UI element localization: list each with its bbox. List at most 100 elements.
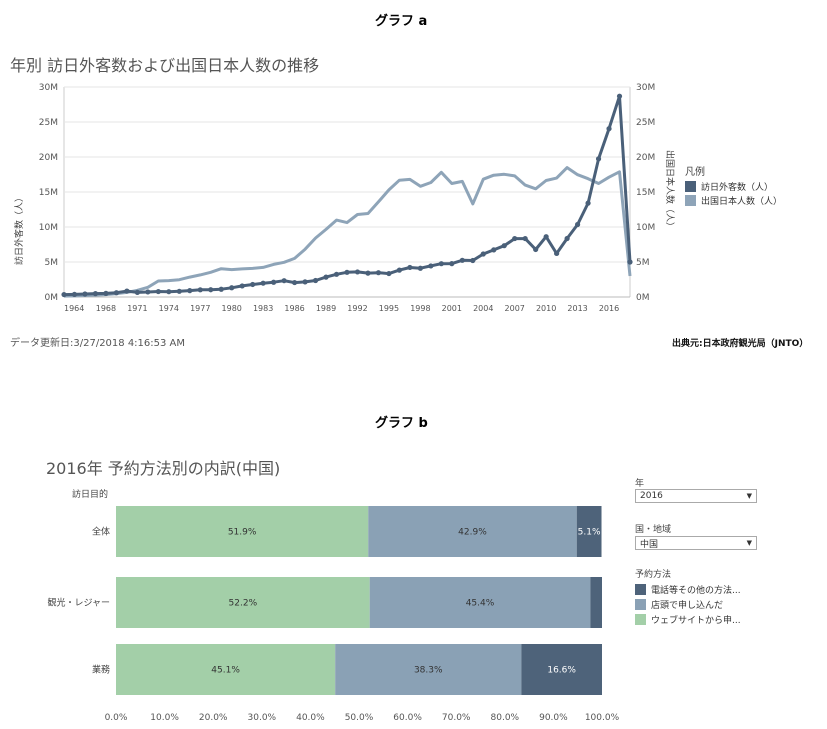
x-tick-label: 50.0% [345, 713, 374, 723]
data-point [155, 288, 161, 295]
bar-value-label: 42.9% [458, 528, 487, 538]
data-point [103, 290, 109, 296]
y-tick-label-left: 25M [39, 118, 58, 128]
bar-segment [116, 506, 369, 557]
x-tick-label: 100.0% [585, 713, 620, 723]
data-point [92, 291, 99, 297]
legend-label: 店頭で申し込んだ [651, 601, 724, 611]
y-tick-label-left: 10M [39, 223, 58, 233]
x-tick-label: 1983 [253, 304, 273, 313]
bar-value-label: 16.6% [547, 666, 576, 676]
y-tick-label-right: 30M [636, 83, 655, 93]
x-tick-label: 1989 [316, 304, 336, 313]
bar-segment [590, 577, 602, 628]
y-tick-label-right: 10M [636, 223, 655, 233]
category-label: 全体 [92, 526, 110, 538]
year-filter-label: 年 [635, 479, 645, 489]
series-line-visitors [63, 94, 632, 297]
data-point [176, 288, 182, 294]
x-tick-label: 1974 [159, 304, 179, 313]
data-point [407, 264, 413, 271]
method-legend-title: 予約方法 [635, 570, 672, 580]
chart-b: 51.9% 42.9% 5.1%52.2% 45.4%45.1% 38.3% 16.6% … [47, 506, 620, 723]
legend-label: 電話等その他の方法... [651, 586, 741, 596]
data-point [291, 279, 298, 286]
x-tick-label: 2001 [442, 304, 462, 313]
legend-item[interactable]: ウェブサイトから申... [635, 612, 741, 627]
x-tick-label: 1980 [222, 304, 242, 313]
data-point [417, 265, 423, 271]
data-point [386, 270, 392, 277]
x-tick-label: 2004 [473, 304, 493, 313]
legend-swatch [685, 180, 696, 192]
data-point [302, 279, 308, 285]
x-tick-label: 1986 [284, 304, 304, 313]
data-point [187, 288, 193, 294]
y-tick-label-right: 0M [636, 293, 650, 303]
x-tick-label: 80.0% [491, 713, 520, 723]
data-point [428, 263, 434, 269]
data-point [396, 267, 403, 273]
bar-segment [116, 644, 336, 695]
legend-item[interactable]: 電話等その他の方法... [635, 582, 741, 597]
x-tick-label: 40.0% [296, 713, 325, 723]
legend-swatch [635, 599, 646, 610]
legend-a: 訪日外客数（人） 出国日本人数（人） [685, 179, 782, 207]
chart-a-title: 年別 訪日外客数および出国日本人数の推移 [10, 56, 320, 75]
data-point [438, 261, 444, 267]
bar-value-label: 5.1% [578, 528, 601, 538]
x-tick-label: 2016 [599, 304, 619, 313]
data-point [323, 274, 329, 280]
x-tick-label: 90.0% [539, 713, 568, 723]
bar-segment [521, 644, 602, 695]
data-point [134, 289, 140, 295]
data-point [501, 243, 507, 249]
x-tick-label: 0.0% [105, 713, 128, 723]
y-tick-label-left: 0M [45, 293, 59, 303]
legend-item[interactable]: 店頭で申し込んだ [635, 597, 741, 612]
x-tick-label: 2010 [536, 304, 556, 313]
x-tick-label: 1964 [64, 304, 84, 313]
data-update-text: データ更新日:3/27/2018 4:16:53 AM [10, 338, 186, 349]
data-point [71, 291, 78, 298]
bar-segment [368, 506, 577, 557]
legend-label: ウェブサイトから申... [651, 616, 741, 626]
data-point [250, 281, 256, 288]
legend-item[interactable]: 訪日外客数（人） [685, 179, 782, 193]
data-point [491, 247, 497, 253]
data-point [229, 285, 235, 291]
x-tick-label: 60.0% [393, 713, 422, 723]
bar-segment [335, 644, 522, 695]
country-dropdown[interactable]: 中国 ▼ [635, 536, 757, 550]
data-point [595, 156, 602, 162]
category-label: 業務 [92, 664, 110, 676]
data-point [271, 279, 277, 285]
y-tick-label-left: 30M [39, 83, 58, 93]
bar-segment [576, 506, 602, 557]
data-point [574, 221, 581, 228]
row-header: 訪日目的 [72, 490, 109, 500]
data-point [208, 287, 214, 293]
graph-b-heading: グラフ b [375, 416, 428, 431]
legend-label: 出国日本人数（人） [701, 196, 783, 207]
data-point [606, 126, 612, 132]
data-point [365, 270, 371, 276]
bar-segment [369, 577, 591, 628]
bar-value-label: 45.1% [211, 666, 240, 676]
y-tick-label-right: 25M [636, 118, 655, 128]
data-point [260, 280, 266, 286]
year-dropdown[interactable]: 2016 ▼ [635, 489, 757, 503]
series-line-departures [63, 166, 632, 298]
right-axis-label: 出国日本人数（人） [664, 150, 676, 231]
country-dropdown-value: 中国 [640, 539, 659, 550]
y-tick-label-left: 5M [45, 258, 59, 268]
data-point [145, 289, 151, 295]
data-point [344, 269, 350, 275]
left-axis-label: 訪日外客数（人） [13, 193, 25, 265]
x-tick-label: 70.0% [442, 713, 471, 723]
legend-item[interactable]: 出国日本人数（人） [685, 193, 782, 207]
bar-value-label: 45.4% [466, 599, 495, 609]
chevron-down-icon: ▼ [746, 492, 752, 500]
data-point [554, 250, 560, 257]
year-dropdown-value: 2016 [640, 491, 663, 501]
